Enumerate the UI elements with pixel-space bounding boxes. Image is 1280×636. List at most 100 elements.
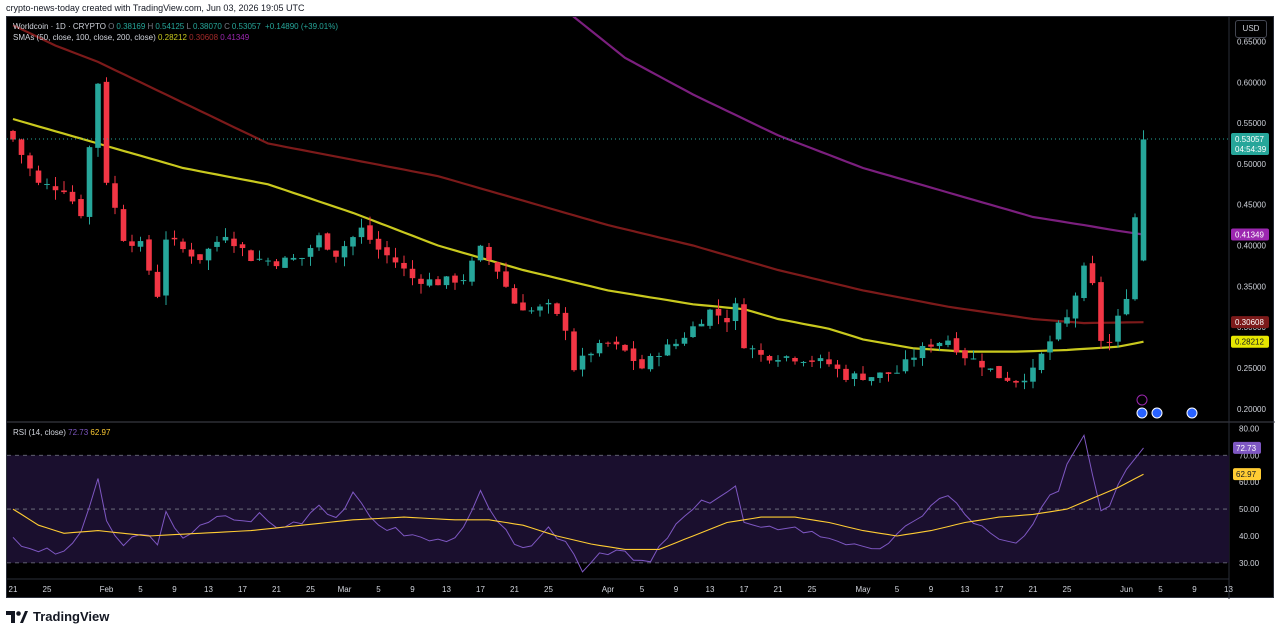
candle-body: [146, 239, 152, 271]
time-tick-label: 21: [510, 585, 519, 594]
candle-body: [137, 241, 144, 247]
rsi-badge: 72.73: [1236, 444, 1257, 453]
candle-body: [494, 262, 501, 272]
candle-body: [715, 308, 722, 316]
candle-body: [834, 364, 841, 369]
candle-body: [605, 342, 611, 344]
candle-body: [809, 360, 815, 362]
candle-body: [358, 227, 365, 238]
time-tick-label: 25: [808, 585, 817, 594]
candle-body: [664, 344, 671, 356]
price-tick-label: 0.65000: [1237, 37, 1266, 46]
candle-body: [877, 372, 883, 378]
candle-body: [860, 373, 866, 380]
candle-body: [1021, 380, 1028, 383]
close-label: C: [224, 22, 230, 31]
candle-body: [987, 368, 994, 370]
sma100-value: 0.30608: [189, 33, 219, 42]
watermark-text: crypto-news-today created with TradingVi…: [6, 3, 305, 13]
rsi-tick-label: 60.00: [1239, 478, 1260, 487]
candle-body: [1081, 265, 1087, 299]
candle-body: [766, 356, 773, 361]
candle-body: [630, 348, 637, 361]
candle-body: [1064, 317, 1070, 324]
rsi-tick-label: 80.00: [1239, 424, 1260, 433]
candle-body: [418, 278, 424, 284]
candle-body: [919, 345, 926, 359]
candle-body: [945, 340, 951, 345]
time-tick-label: 21: [1029, 585, 1038, 594]
price-tick-label: 0.45000: [1237, 201, 1266, 210]
candle-body: [290, 257, 297, 260]
low-label: L: [186, 22, 191, 31]
time-tick-label: Apr: [602, 585, 615, 594]
time-tick-label: May: [855, 585, 870, 594]
chart-frame[interactable]: 0.65000 0.60000 0.55000 0.50000 0.45000 0.400…: [6, 16, 1275, 599]
tradingview-logo: TradingView: [6, 609, 109, 624]
candle-body: [180, 241, 186, 250]
candle-body: [503, 271, 509, 287]
rsi-ma-value: 62.97: [90, 428, 111, 437]
candle-body: [520, 302, 526, 311]
change-value: +0.14890 (+39.01%): [265, 22, 338, 31]
candle-body: [350, 237, 356, 247]
candle-body: [375, 238, 382, 250]
time-tick-label: 13: [1224, 585, 1233, 594]
rsi-legend: RSI (14, close) 72.73 62.97: [13, 428, 110, 437]
candle-body: [282, 257, 288, 268]
candle-body: [1115, 315, 1121, 342]
candle-body: [681, 337, 688, 344]
symbol-name: Worldcoin · 1D · CRYPTO: [13, 22, 106, 31]
candle-body: [936, 342, 943, 347]
candle-body: [409, 268, 416, 279]
candle-body: [248, 250, 254, 262]
price-tick-label: 0.35000: [1237, 282, 1266, 291]
rsi-tick-label: 70.00: [1239, 451, 1260, 460]
time-tick-label: Feb: [100, 585, 114, 594]
candle-body: [1004, 377, 1011, 381]
time-tick-label: 17: [995, 585, 1004, 594]
candle-body: [537, 306, 543, 311]
time-tick-label: 9: [674, 585, 679, 594]
rsi-tick-label: 50.00: [1239, 505, 1260, 514]
candle-body: [324, 233, 331, 250]
candle-body: [1140, 139, 1147, 261]
candle-body: [316, 235, 322, 248]
candle-body: [486, 246, 492, 260]
candle-body: [528, 310, 535, 312]
high-value: 0.54125: [155, 22, 185, 31]
candle-body: [197, 254, 203, 261]
candle-body: [469, 260, 475, 282]
chart-svg[interactable]: 0.65000 0.60000 0.55000 0.50000 0.45000 0.400…: [7, 17, 1275, 599]
candle-body: [758, 350, 764, 355]
sma50-line: [12, 117, 1144, 353]
candle-body: [333, 250, 339, 257]
sma100-line: [12, 24, 1144, 325]
sma50-badge: 0.28212: [1235, 338, 1264, 347]
candle-body: [979, 360, 985, 368]
candle-body: [953, 338, 960, 353]
candle-body: [571, 331, 577, 371]
candle-body: [1106, 341, 1113, 343]
candle-body: [1089, 263, 1096, 284]
candle-body: [741, 304, 747, 349]
currency-button[interactable]: USD: [1235, 20, 1267, 38]
candle-body: [970, 358, 977, 360]
time-tick-label: 21: [272, 585, 281, 594]
candle-body: [868, 377, 875, 382]
candle-body: [1072, 295, 1079, 319]
rsi-line: [12, 433, 1144, 573]
time-tick-label: Jun: [1120, 585, 1133, 594]
candle-body: [545, 302, 552, 305]
time-tick-label: 21: [9, 585, 18, 594]
high-label: H: [147, 22, 154, 31]
candle-body: [222, 236, 229, 241]
candle-body: [10, 130, 16, 140]
time-tick-label: 5: [1158, 585, 1163, 594]
time-tick-label: Mar: [338, 585, 352, 594]
low-value: 0.38070: [192, 22, 222, 31]
candle-body: [384, 247, 390, 256]
sma200-line: [572, 17, 1144, 236]
candle-body: [120, 209, 127, 241]
price-plot: [10, 17, 1147, 390]
